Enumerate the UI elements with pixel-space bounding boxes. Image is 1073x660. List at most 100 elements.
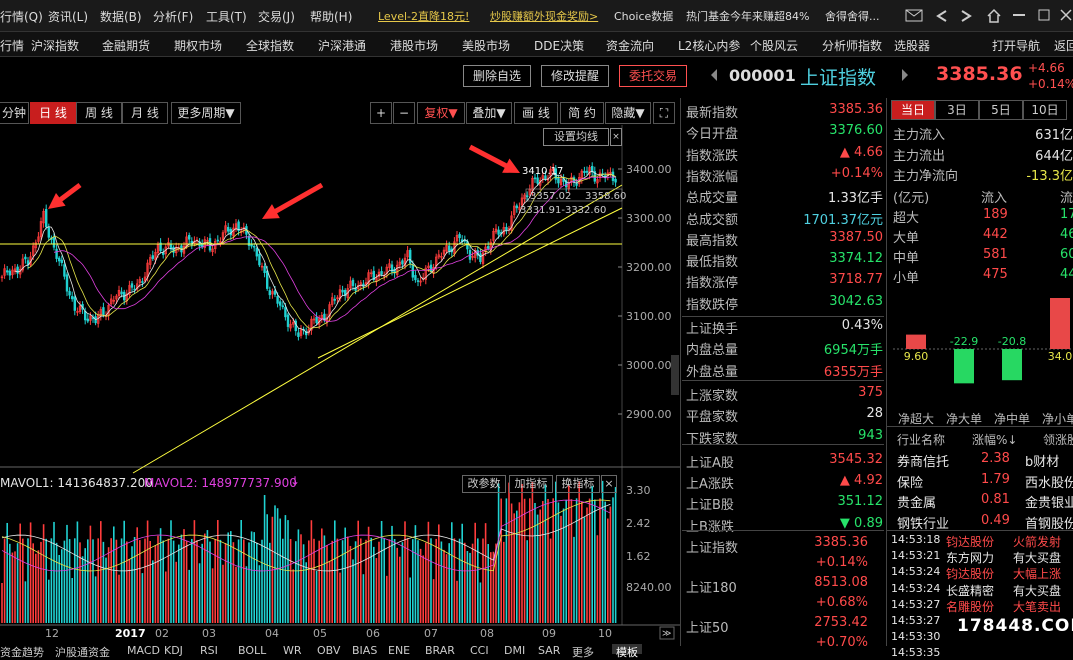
simple-mode-button[interactable]: 简 约: [560, 102, 604, 124]
indicator-tab[interactable]: ENE: [388, 644, 411, 657]
nav-back[interactable]: 返回: [1054, 39, 1073, 53]
tick-stock[interactable]: 钧达股份: [946, 567, 995, 582]
indicator-tab[interactable]: 更多: [572, 646, 594, 659]
nav-analyst-index[interactable]: 分析师指数: [822, 39, 883, 53]
vol-params-button[interactable]: 改参数: [462, 475, 506, 493]
nav-finance-futures[interactable]: 金融期货: [102, 39, 151, 53]
menu-trade[interactable]: 交易(J): [258, 10, 295, 24]
fullscreen-icon[interactable]: ⛶: [653, 102, 675, 124]
trend-line[interactable]: [317, 207, 623, 359]
zoom-in-button[interactable]: +: [370, 102, 392, 124]
indicator-tab[interactable]: SAR: [538, 644, 561, 657]
next-stock-icon[interactable]: [900, 68, 910, 82]
nav-hs-index[interactable]: 沪深指数: [31, 39, 80, 53]
flow-tab-1[interactable]: 3日: [935, 100, 979, 120]
set-ma-close-icon[interactable]: ×: [610, 128, 622, 146]
overlay-button[interactable]: 叠加▼: [466, 102, 512, 124]
mail-icon[interactable]: [905, 9, 923, 22]
industry-cell[interactable]: 保险: [897, 475, 924, 491]
promo-level2[interactable]: Level-2直降18元!: [378, 10, 470, 23]
indicator-tab[interactable]: WR: [283, 644, 302, 657]
period-weekly[interactable]: 周 线: [76, 102, 122, 124]
vol-close-icon[interactable]: ×: [601, 475, 617, 493]
vol-change-indicator-button[interactable]: 换指标: [556, 475, 600, 493]
nav-us-market[interactable]: 美股市场: [462, 39, 511, 53]
scroll-right-icon[interactable]: [659, 626, 675, 640]
maximize-icon[interactable]: [1038, 9, 1050, 21]
quote-value: +0.14%: [830, 165, 883, 181]
nav-global-index[interactable]: 全球指数: [246, 39, 295, 53]
volume-bar: [94, 576, 97, 623]
minimize-icon[interactable]: [1013, 14, 1025, 18]
tick-stock[interactable]: 名雕股份: [946, 599, 995, 614]
nav-dde[interactable]: DDE决策: [534, 39, 585, 53]
tick-stock[interactable]: 东方网力: [946, 551, 995, 566]
nav-capital-flow[interactable]: 资金流向: [606, 39, 655, 53]
promo-more[interactable]: 舍得舍得...: [825, 10, 880, 23]
nav-options[interactable]: 期权市场: [174, 39, 223, 53]
candle-body: [315, 316, 318, 324]
indicator-tab[interactable]: DMI: [504, 644, 526, 657]
forward-icon[interactable]: [960, 9, 974, 23]
indicator-tab[interactable]: 沪股通资金: [55, 646, 110, 659]
nav-stock-picker[interactable]: 选股器: [894, 39, 931, 53]
menu-help[interactable]: 帮助(H): [310, 10, 353, 24]
nav-open-guide[interactable]: 打开导航: [992, 39, 1041, 53]
set-ma-button[interactable]: 设置均线: [543, 128, 609, 146]
industry-cell[interactable]: 券商信托: [897, 455, 950, 470]
period-more[interactable]: 更多周期▼: [171, 102, 241, 124]
indicator-tab[interactable]: 模板: [612, 644, 642, 659]
quote-label: 最新指数: [686, 106, 739, 121]
menu-tools[interactable]: 工具(T): [206, 10, 247, 24]
indicator-tab[interactable]: OBV: [317, 644, 341, 657]
indicator-tab[interactable]: BIAS: [352, 644, 378, 657]
menu-data[interactable]: 数据(B): [100, 10, 142, 24]
menu-quotes[interactable]: 行情(Q): [0, 10, 43, 24]
modify-alert-button[interactable]: 修改提醒: [541, 65, 609, 87]
industry-cell[interactable]: 贵金属: [897, 496, 937, 511]
flow-tab-0[interactable]: 当日: [891, 100, 935, 120]
menu-analysis[interactable]: 分析(F): [153, 10, 194, 24]
period-daily[interactable]: 日 线: [30, 102, 76, 124]
period-monthly[interactable]: 月 线: [122, 102, 168, 124]
nav-quotes[interactable]: 行情: [0, 39, 25, 53]
indicator-tab[interactable]: BOLL: [238, 644, 267, 657]
tick-stock[interactable]: 长盛精密: [946, 583, 995, 598]
indicator-tab[interactable]: CCI: [470, 644, 489, 657]
nav-hk-connect[interactable]: 沪深港通: [318, 39, 367, 53]
volume-bar: [261, 539, 263, 623]
promo-fund[interactable]: 热门基金今年来赚超84%: [686, 10, 810, 23]
candle-body: [424, 267, 427, 280]
zoom-out-button[interactable]: −: [393, 102, 415, 124]
nav-hk-market[interactable]: 港股市场: [390, 39, 439, 53]
hide-button[interactable]: 隐藏▼: [605, 102, 651, 124]
indicator-tab[interactable]: MACD: [127, 644, 160, 657]
indicator-tab[interactable]: RSI: [200, 644, 218, 657]
close-icon[interactable]: [1060, 9, 1072, 21]
indicator-tab[interactable]: 资金趋势: [0, 646, 44, 659]
adjust-button[interactable]: 复权▼: [417, 102, 465, 124]
tick-stock[interactable]: 钧达股份: [946, 535, 995, 549]
nav-l2-insight[interactable]: L2核心内参: [678, 39, 741, 53]
period-minute[interactable]: 分钟: [0, 102, 29, 124]
menu-news[interactable]: 资讯(L): [48, 10, 89, 24]
industry-cell[interactable]: 钢铁行业: [897, 516, 950, 532]
back-icon[interactable]: [934, 9, 948, 23]
panel-collapse-handle[interactable]: [671, 355, 679, 395]
draw-line-button[interactable]: 画 线: [514, 102, 558, 124]
vol-add-indicator-button[interactable]: 加指标: [509, 475, 553, 493]
kline-chart[interactable]: 3400.00 3300.00 3200.00 3100.00 3000.00 2900.…: [0, 125, 680, 645]
promo-cash[interactable]: 炒股赚额外现金奖励>: [490, 10, 599, 23]
volume-bar: [458, 538, 461, 623]
promo-choice[interactable]: Choice数据: [614, 10, 674, 23]
place-order-button[interactable]: 委托交易: [619, 65, 687, 87]
prev-stock-icon[interactable]: [709, 68, 719, 82]
delete-watchlist-button[interactable]: 删除自选: [463, 65, 531, 87]
indicator-tab[interactable]: BRAR: [425, 644, 455, 657]
flow-tab-2[interactable]: 5日: [979, 100, 1023, 120]
flow-tab-3[interactable]: 10日: [1023, 100, 1067, 120]
nav-stock-news[interactable]: 个股风云: [750, 39, 799, 53]
indicator-tab[interactable]: KDJ: [164, 644, 183, 657]
home-icon[interactable]: [986, 8, 1002, 24]
price-tick: 3400.00: [626, 163, 672, 176]
